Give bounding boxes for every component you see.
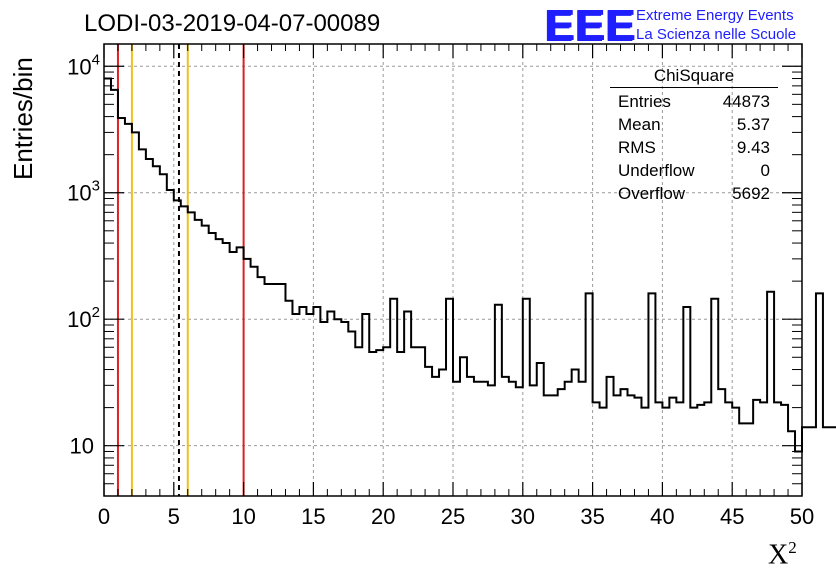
x-tick-label: 15 (301, 504, 325, 529)
y-tick-label: 10 (70, 434, 94, 459)
logo-mark: EEE (544, 1, 636, 50)
reference-lines (116, 44, 245, 496)
x-tick-label: 35 (580, 504, 604, 529)
stats-box: ChiSquare Entries 44873 Mean 5.37 RMS 9.43 … (610, 66, 778, 205)
stats-label: Underflow (618, 161, 695, 180)
logo-line-2: La Scienza nelle Scuole (636, 26, 797, 43)
stats-title: ChiSquare (610, 66, 778, 88)
y-axis-label: Entries/bin (8, 57, 38, 180)
y-tick-label: 104 (67, 51, 100, 79)
x-tick-label: 0 (98, 504, 110, 529)
stats-label: RMS (618, 138, 656, 157)
stats-label: Entries (618, 92, 671, 111)
x-axis-label-base: X (768, 539, 789, 571)
x-axis-label-sup: 2 (788, 538, 797, 557)
stats-value: 9.43 (736, 138, 770, 157)
y-tick-label: 103 (67, 178, 100, 206)
stats-label: Overflow (618, 184, 686, 203)
x-axis-label: X2 (768, 538, 797, 571)
chart-title: LODI-03-2019-04-07-00089 (84, 10, 381, 37)
stats-value: 5.37 (736, 115, 770, 134)
stats-row: RMS 9.43 (610, 136, 778, 159)
x-tick-label: 5 (168, 504, 180, 529)
x-tick-label: 20 (371, 504, 395, 529)
eee-logo: EEE Extreme Energy Events La Scienza nel… (544, 1, 796, 50)
logo-text: Extreme Energy Events La Scienza nelle S… (636, 6, 796, 44)
axis-tick-labels: 0 5 10 15 20 25 30 35 40 45 50 10 102 103 104 (67, 51, 814, 529)
logo-line-1: Extreme Energy Events (636, 7, 794, 24)
x-tick-label: 25 (441, 504, 465, 529)
x-tick-label: 40 (650, 504, 674, 529)
stats-row: Entries 44873 (610, 90, 778, 113)
y-tick-label: 102 (67, 304, 100, 332)
stats-value: 5692 (732, 184, 770, 203)
x-tick-label: 50 (790, 504, 814, 529)
x-tick-label: 45 (720, 504, 744, 529)
stats-row: Overflow 5692 (610, 182, 778, 205)
stats-row: Underflow 0 (610, 159, 778, 182)
x-tick-label: 30 (511, 504, 535, 529)
stats-value: 0 (760, 161, 770, 180)
x-tick-label: 10 (231, 504, 255, 529)
histogram-series (104, 77, 836, 453)
axis-ticks (103, 44, 803, 497)
stats-row: Mean 5.37 (610, 113, 778, 136)
stats-label: Mean (618, 115, 661, 134)
stats-value: 44873 (722, 92, 770, 111)
